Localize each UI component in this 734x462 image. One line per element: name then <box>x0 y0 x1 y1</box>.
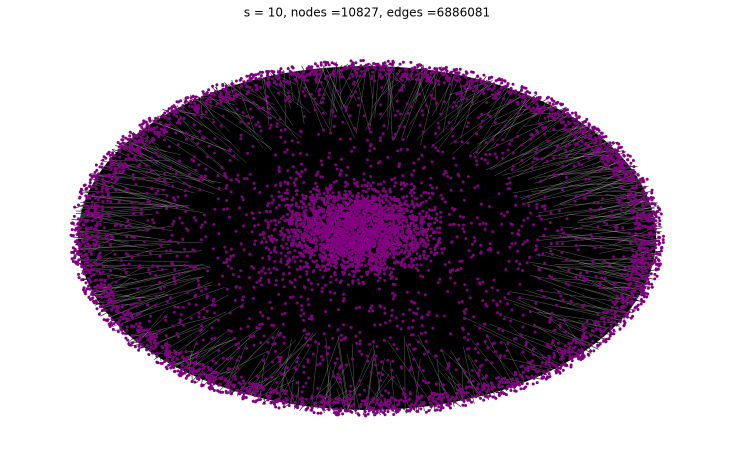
node-dots <box>69 59 665 418</box>
title: s = 10, nodes =10827, edges =6886081 <box>244 6 490 20</box>
nodes <box>69 59 665 418</box>
